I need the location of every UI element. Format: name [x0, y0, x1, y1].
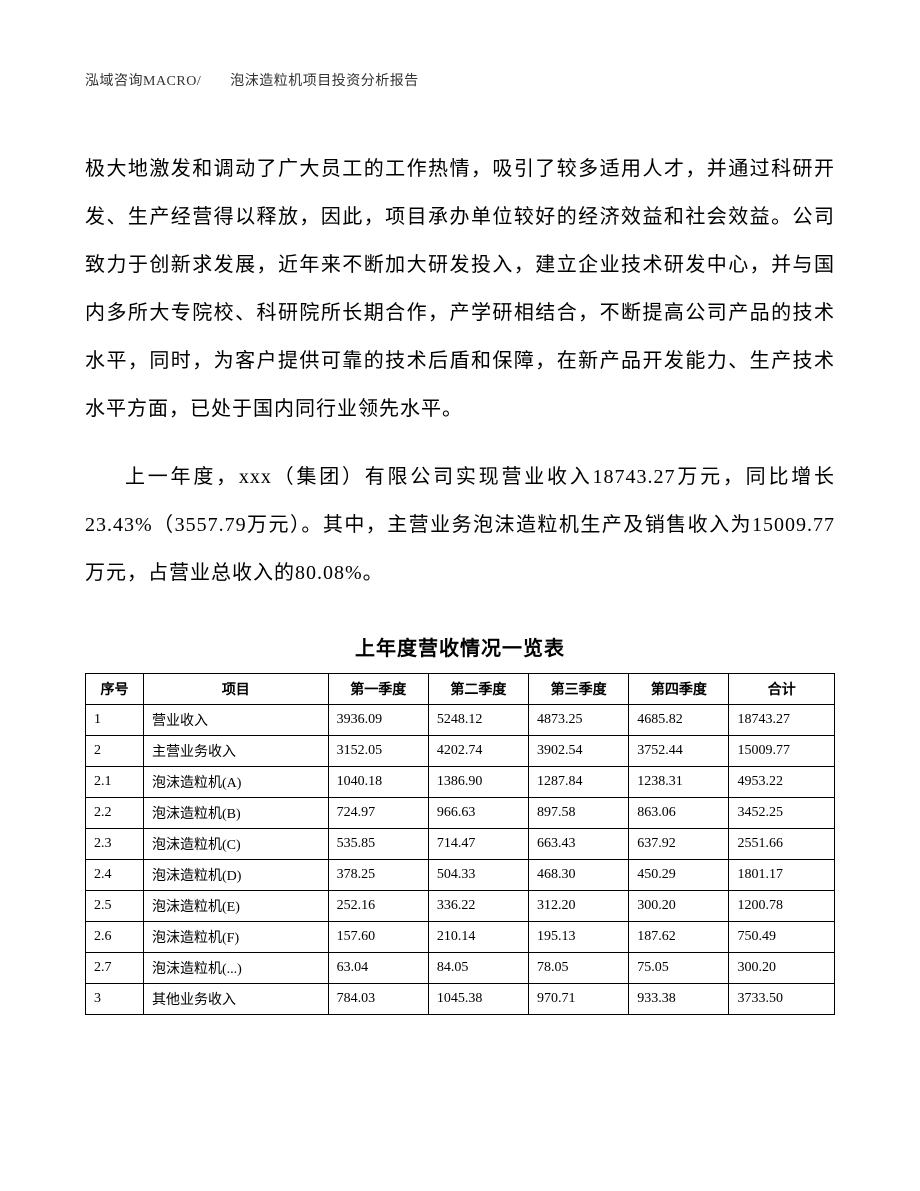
col-header-q2: 第二季度	[428, 674, 528, 705]
cell-q1: 157.60	[328, 922, 428, 953]
cell-q2: 336.22	[428, 891, 528, 922]
table-row: 2.6 泡沫造粒机(F) 157.60 210.14 195.13 187.62…	[86, 922, 835, 953]
cell-q2: 5248.12	[428, 705, 528, 736]
table-row: 3 其他业务收入 784.03 1045.38 970.71 933.38 37…	[86, 984, 835, 1015]
cell-item: 其他业务收入	[144, 984, 329, 1015]
cell-q4: 450.29	[629, 860, 729, 891]
cell-q4: 187.62	[629, 922, 729, 953]
table-row: 2.1 泡沫造粒机(A) 1040.18 1386.90 1287.84 123…	[86, 767, 835, 798]
cell-q1: 63.04	[328, 953, 428, 984]
cell-q4: 75.05	[629, 953, 729, 984]
col-header-q4: 第四季度	[629, 674, 729, 705]
table-title: 上年度营收情况一览表	[85, 632, 835, 661]
cell-q1: 3152.05	[328, 736, 428, 767]
cell-total: 18743.27	[729, 705, 835, 736]
cell-q4: 1238.31	[629, 767, 729, 798]
revenue-table: 序号 项目 第一季度 第二季度 第三季度 第四季度 合计 1 营业收入 3936…	[85, 673, 835, 1015]
cell-total: 1801.17	[729, 860, 835, 891]
cell-q3: 78.05	[529, 953, 629, 984]
table-row: 2.5 泡沫造粒机(E) 252.16 336.22 312.20 300.20…	[86, 891, 835, 922]
cell-item: 泡沫造粒机(F)	[144, 922, 329, 953]
cell-total: 1200.78	[729, 891, 835, 922]
cell-total: 4953.22	[729, 767, 835, 798]
cell-q1: 535.85	[328, 829, 428, 860]
cell-total: 15009.77	[729, 736, 835, 767]
cell-q4: 4685.82	[629, 705, 729, 736]
cell-q2: 1045.38	[428, 984, 528, 1015]
cell-item: 泡沫造粒机(...)	[144, 953, 329, 984]
table-row: 1 营业收入 3936.09 5248.12 4873.25 4685.82 1…	[86, 705, 835, 736]
cell-item: 营业收入	[144, 705, 329, 736]
cell-total: 3733.50	[729, 984, 835, 1015]
cell-q2: 966.63	[428, 798, 528, 829]
cell-q1: 252.16	[328, 891, 428, 922]
col-header-total: 合计	[729, 674, 835, 705]
cell-q3: 3902.54	[529, 736, 629, 767]
cell-q3: 663.43	[529, 829, 629, 860]
body-paragraph-1: 极大地激发和调动了广大员工的工作热情，吸引了较多适用人才，并通过科研开发、生产经…	[85, 145, 835, 433]
cell-item: 泡沫造粒机(E)	[144, 891, 329, 922]
cell-q4: 637.92	[629, 829, 729, 860]
cell-q1: 724.97	[328, 798, 428, 829]
cell-total: 300.20	[729, 953, 835, 984]
cell-q3: 970.71	[529, 984, 629, 1015]
cell-q3: 1287.84	[529, 767, 629, 798]
table-row: 2.4 泡沫造粒机(D) 378.25 504.33 468.30 450.29…	[86, 860, 835, 891]
cell-q1: 784.03	[328, 984, 428, 1015]
cell-q2: 84.05	[428, 953, 528, 984]
cell-q3: 468.30	[529, 860, 629, 891]
cell-q1: 1040.18	[328, 767, 428, 798]
cell-q4: 300.20	[629, 891, 729, 922]
cell-item: 主营业务收入	[144, 736, 329, 767]
cell-seq: 1	[86, 705, 144, 736]
col-header-q3: 第三季度	[529, 674, 629, 705]
cell-q2: 504.33	[428, 860, 528, 891]
cell-q4: 933.38	[629, 984, 729, 1015]
cell-seq: 2.6	[86, 922, 144, 953]
cell-seq: 2.3	[86, 829, 144, 860]
cell-item: 泡沫造粒机(B)	[144, 798, 329, 829]
table-row: 2.3 泡沫造粒机(C) 535.85 714.47 663.43 637.92…	[86, 829, 835, 860]
cell-seq: 2.7	[86, 953, 144, 984]
body-paragraph-2: 上一年度，xxx（集团）有限公司实现营业收入18743.27万元，同比增长23.…	[85, 453, 835, 597]
cell-q3: 4873.25	[529, 705, 629, 736]
cell-seq: 2	[86, 736, 144, 767]
table-row: 2.7 泡沫造粒机(...) 63.04 84.05 78.05 75.05 3…	[86, 953, 835, 984]
cell-q2: 714.47	[428, 829, 528, 860]
cell-q3: 897.58	[529, 798, 629, 829]
cell-total: 2551.66	[729, 829, 835, 860]
col-header-seq: 序号	[86, 674, 144, 705]
page-header: 泓域咨询MACRO/ 泡沫造粒机项目投资分析报告	[85, 70, 835, 90]
col-header-item: 项目	[144, 674, 329, 705]
table-row: 2 主营业务收入 3152.05 4202.74 3902.54 3752.44…	[86, 736, 835, 767]
cell-q1: 3936.09	[328, 705, 428, 736]
cell-q4: 863.06	[629, 798, 729, 829]
cell-seq: 2.2	[86, 798, 144, 829]
cell-q1: 378.25	[328, 860, 428, 891]
cell-q3: 312.20	[529, 891, 629, 922]
cell-item: 泡沫造粒机(C)	[144, 829, 329, 860]
cell-total: 750.49	[729, 922, 835, 953]
cell-item: 泡沫造粒机(D)	[144, 860, 329, 891]
cell-seq: 2.4	[86, 860, 144, 891]
cell-seq: 3	[86, 984, 144, 1015]
table-row: 2.2 泡沫造粒机(B) 724.97 966.63 897.58 863.06…	[86, 798, 835, 829]
col-header-q1: 第一季度	[328, 674, 428, 705]
table-body: 1 营业收入 3936.09 5248.12 4873.25 4685.82 1…	[86, 705, 835, 1015]
cell-seq: 2.5	[86, 891, 144, 922]
cell-item: 泡沫造粒机(A)	[144, 767, 329, 798]
cell-q2: 4202.74	[428, 736, 528, 767]
cell-q3: 195.13	[529, 922, 629, 953]
table-header-row: 序号 项目 第一季度 第二季度 第三季度 第四季度 合计	[86, 674, 835, 705]
cell-seq: 2.1	[86, 767, 144, 798]
cell-total: 3452.25	[729, 798, 835, 829]
cell-q4: 3752.44	[629, 736, 729, 767]
cell-q2: 210.14	[428, 922, 528, 953]
cell-q2: 1386.90	[428, 767, 528, 798]
